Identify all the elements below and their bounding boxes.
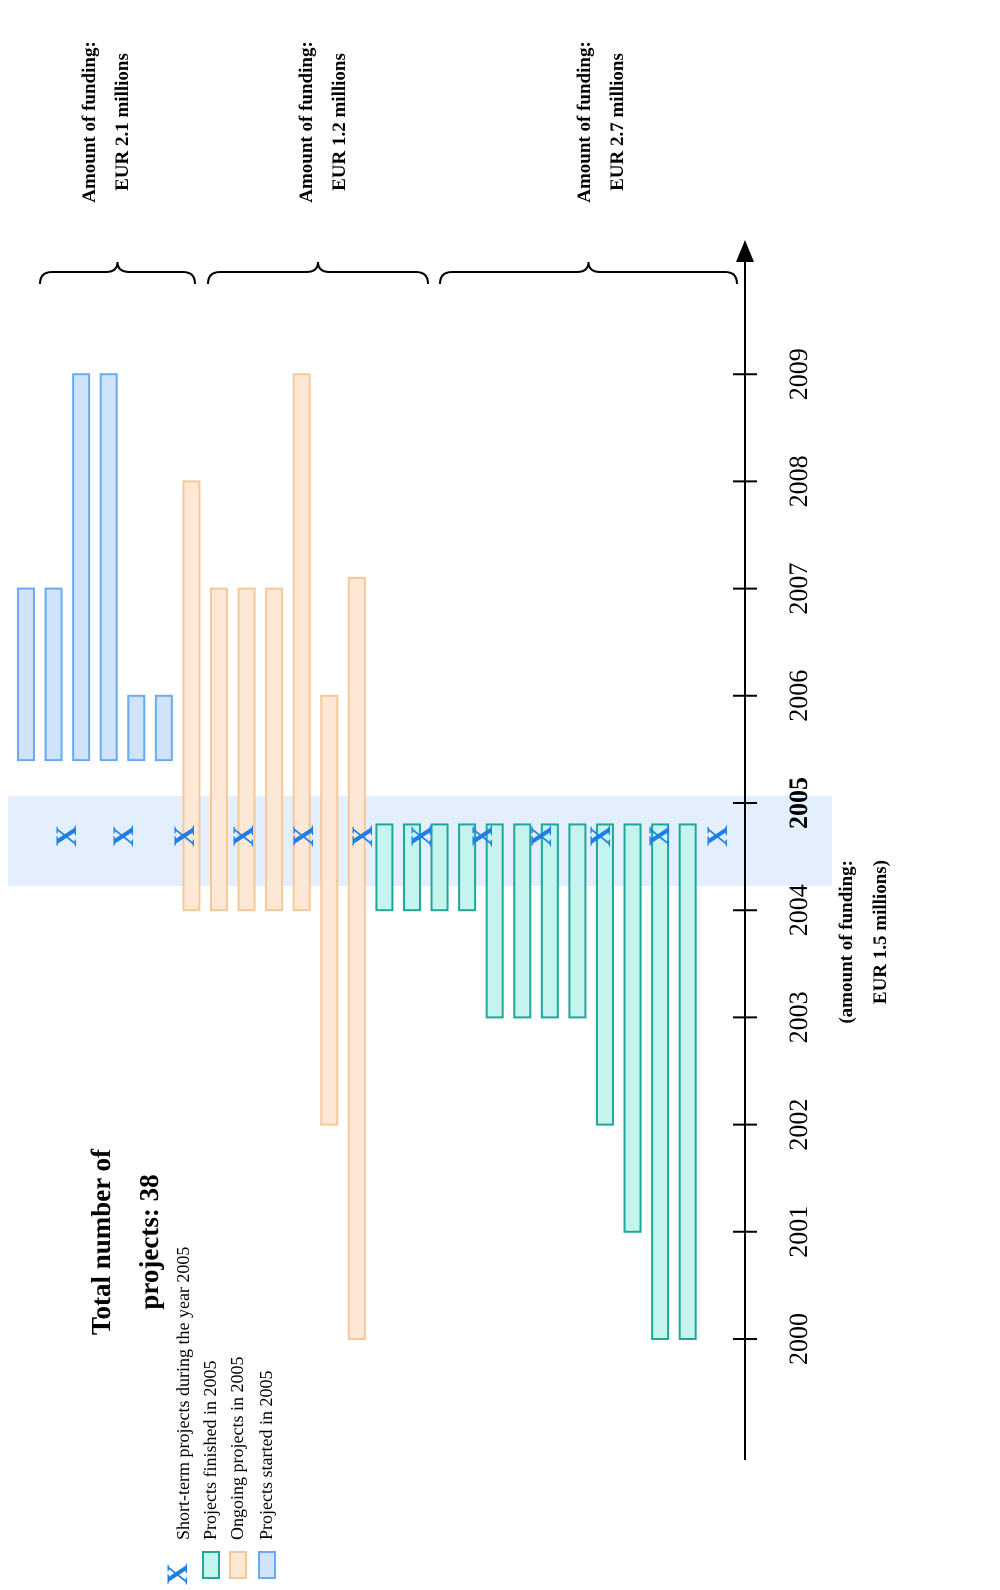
- year-label: 2005: [784, 777, 813, 829]
- project-bar: [209, 587, 228, 912]
- legend-label: Projects started in 2005: [256, 1371, 276, 1540]
- legend-label: Short-term projects during the year 2005: [173, 1247, 193, 1540]
- project-bar: [595, 823, 614, 1126]
- funding-label-line2: EUR 1.2 millions: [329, 53, 350, 191]
- project-bar: [430, 823, 449, 912]
- short-term-marker: X: [643, 825, 676, 847]
- funding-brace: [207, 261, 429, 285]
- project-bar: [320, 694, 339, 1126]
- time-axis-arrow: [736, 240, 754, 262]
- funding-label-line1: Amount of funding:: [79, 41, 100, 203]
- legend-label: Ongoing projects in 2005: [227, 1357, 247, 1540]
- year-label: 2000: [784, 1313, 813, 1365]
- funding-label-line1: Amount of funding:: [574, 41, 595, 203]
- short-term-marker: X: [287, 825, 320, 847]
- project-bar: [402, 823, 421, 912]
- total-projects-line1: Total number of: [86, 1148, 116, 1335]
- funding-label-line2: EUR 2.7 millions: [607, 53, 628, 191]
- year-label: 2001: [784, 1206, 813, 1258]
- project-bar: [127, 694, 146, 762]
- short-term-marker: X: [107, 825, 140, 847]
- project-bar: [17, 587, 35, 762]
- legend-swatch: [258, 1551, 276, 1579]
- project-bar: [678, 823, 697, 1340]
- project-bar: [623, 823, 642, 1233]
- project-bar: [513, 823, 532, 1019]
- funding-label-line2: EUR 2.1 millions: [112, 53, 133, 191]
- short-term-marker: X: [405, 825, 438, 847]
- project-bar: [485, 823, 504, 1019]
- short-term-funding-line2: EUR 1.5 millions): [870, 860, 891, 1004]
- short-term-funding-line1: (amount of funding:: [836, 860, 857, 1024]
- short-term-marker: X: [50, 825, 83, 847]
- project-bar: [44, 587, 63, 762]
- total-projects-line2: projects: 38: [134, 1174, 164, 1309]
- funding-brace: [439, 261, 738, 285]
- project-bar: [72, 373, 91, 762]
- funding-brace: [39, 261, 196, 285]
- project-bar: [568, 823, 587, 1019]
- short-term-marker: X: [525, 825, 558, 847]
- short-term-marker: X: [584, 825, 617, 847]
- project-bar: [375, 823, 394, 912]
- year-label: 2003: [784, 991, 813, 1043]
- project-bar: [540, 823, 559, 1019]
- project-bar: [292, 373, 311, 912]
- year-label: 2009: [784, 348, 813, 400]
- project-bar: [265, 587, 284, 912]
- legend-x-icon: X: [161, 1563, 194, 1585]
- legend-swatch: [202, 1551, 220, 1579]
- year-label: 2008: [784, 455, 813, 507]
- project-bar: [458, 823, 477, 912]
- short-term-marker: X: [346, 825, 379, 847]
- year-label: 2004: [784, 884, 813, 936]
- project-bar: [154, 694, 173, 762]
- project-bar: [182, 480, 201, 912]
- project-bar: [237, 587, 256, 912]
- short-term-marker: X: [701, 825, 734, 847]
- year-label: 2006: [784, 670, 813, 722]
- project-bar: [347, 576, 366, 1340]
- legend-swatch: [229, 1551, 247, 1579]
- legend-label: Projects finished in 2005: [200, 1361, 220, 1540]
- short-term-marker: X: [168, 825, 201, 847]
- year-label: 2007: [784, 563, 813, 615]
- short-term-marker: X: [466, 825, 499, 847]
- project-bar: [651, 823, 670, 1340]
- short-term-marker: X: [227, 825, 260, 847]
- year-label: 2002: [784, 1099, 813, 1151]
- project-bar: [99, 373, 118, 762]
- funding-label-line1: Amount of funding:: [296, 41, 317, 203]
